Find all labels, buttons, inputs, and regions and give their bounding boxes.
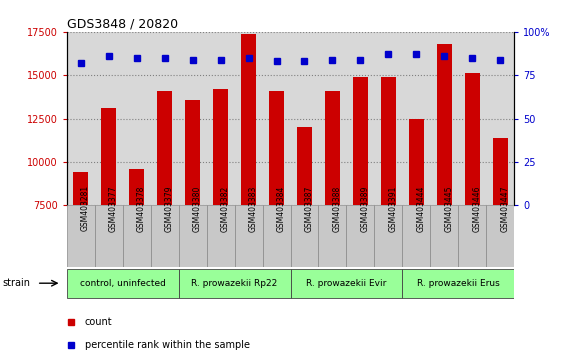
Bar	[403, 269, 514, 297]
Text: GSM403379: GSM403379	[164, 185, 174, 232]
Bar	[129, 169, 145, 205]
Bar	[318, 205, 346, 267]
Bar	[269, 91, 284, 205]
Text: GSM403445: GSM403445	[444, 185, 453, 232]
Bar	[436, 44, 452, 205]
Text: strain: strain	[3, 278, 31, 288]
Bar	[374, 205, 403, 267]
Bar	[431, 205, 458, 267]
Text: GSM403447: GSM403447	[500, 185, 509, 232]
Text: GDS3848 / 20820: GDS3848 / 20820	[67, 18, 178, 31]
Bar	[346, 205, 374, 267]
Text: percentile rank within the sample: percentile rank within the sample	[85, 340, 250, 350]
Text: R. prowazekii Erus: R. prowazekii Erus	[417, 279, 500, 288]
Bar	[179, 269, 290, 297]
Bar	[185, 99, 200, 205]
Bar	[235, 205, 263, 267]
Bar	[353, 77, 368, 205]
Text: GSM403391: GSM403391	[388, 185, 397, 232]
Text: GSM403380: GSM403380	[193, 185, 202, 232]
Bar	[297, 127, 312, 205]
Text: GSM403387: GSM403387	[304, 185, 314, 232]
Bar	[290, 269, 403, 297]
Text: GSM403382: GSM403382	[221, 185, 229, 232]
Bar	[213, 89, 228, 205]
Text: R. prowazekii Rp22: R. prowazekii Rp22	[192, 279, 278, 288]
Bar	[123, 205, 150, 267]
Bar	[67, 205, 95, 267]
Text: count: count	[85, 317, 112, 327]
Bar	[290, 205, 318, 267]
Bar	[67, 269, 179, 297]
Bar	[403, 205, 431, 267]
Bar	[381, 77, 396, 205]
Bar	[486, 205, 514, 267]
Text: GSM403446: GSM403446	[472, 185, 481, 232]
Text: GSM403388: GSM403388	[332, 185, 342, 232]
Text: control, uninfected: control, uninfected	[80, 279, 166, 288]
Text: GSM403281: GSM403281	[81, 185, 90, 232]
Bar	[493, 138, 508, 205]
Text: GSM403444: GSM403444	[417, 185, 425, 232]
Bar	[408, 119, 424, 205]
Bar	[157, 91, 173, 205]
Bar	[207, 205, 235, 267]
Text: R. prowazekii Evir: R. prowazekii Evir	[306, 279, 386, 288]
Bar	[325, 91, 340, 205]
Bar	[101, 108, 116, 205]
Bar	[458, 205, 486, 267]
Text: GSM403378: GSM403378	[137, 185, 146, 232]
Text: GSM403384: GSM403384	[277, 185, 285, 232]
Bar	[263, 205, 290, 267]
Bar	[465, 74, 480, 205]
Bar	[150, 205, 179, 267]
Bar	[179, 205, 207, 267]
Bar	[241, 34, 256, 205]
Text: GSM403383: GSM403383	[249, 185, 257, 232]
Bar	[73, 172, 88, 205]
Bar	[95, 205, 123, 267]
Text: GSM403377: GSM403377	[109, 185, 118, 232]
Text: GSM403389: GSM403389	[360, 185, 370, 232]
